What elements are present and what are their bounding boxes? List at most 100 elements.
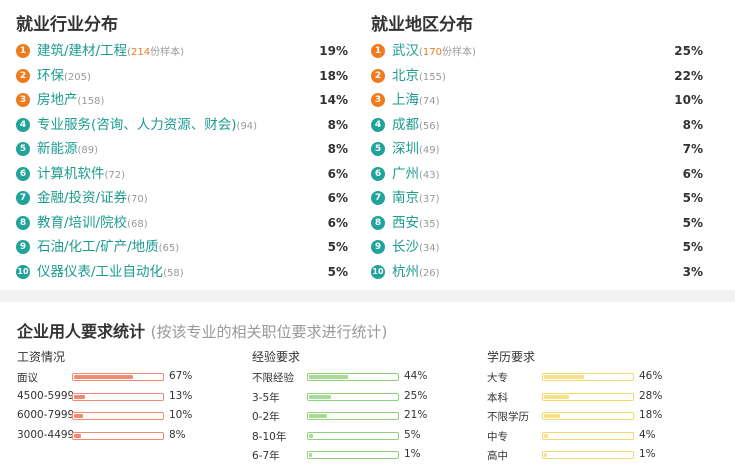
industry-link[interactable]: 建筑/建材/工程(214份样本) xyxy=(37,41,184,63)
industry-name[interactable]: 仪器仪表/工业自动化 xyxy=(37,263,164,280)
stat-label: 3000-4499 xyxy=(17,428,75,441)
region-name[interactable]: 杭州 xyxy=(392,263,419,280)
rank-badge-icon: 5 xyxy=(16,142,30,156)
region-link[interactable]: 上海(74) xyxy=(392,90,440,112)
region-link[interactable]: 深圳(49) xyxy=(392,139,440,161)
industry-link[interactable]: 环保(205) xyxy=(37,66,91,88)
progress-bar xyxy=(307,431,399,440)
region-link[interactable]: 南京(37) xyxy=(392,188,440,210)
sample-count: (37) xyxy=(419,194,440,205)
region-name[interactable]: 南京 xyxy=(392,190,419,206)
progress-fill xyxy=(309,375,348,379)
progress-fill xyxy=(309,394,331,399)
region-link[interactable]: 北京(155) xyxy=(392,66,446,88)
rank-badge-icon: 8 xyxy=(371,215,385,230)
list-item: 6 广州(43) 6% xyxy=(371,163,703,188)
stat-percent: 18% xyxy=(639,409,663,421)
progress-bar xyxy=(542,431,634,440)
industry-link[interactable]: 计算机软件(72) xyxy=(37,164,125,186)
industry-name[interactable]: 教育/培训/院校 xyxy=(37,214,128,231)
stat-row: 不限经验 44% xyxy=(252,368,462,388)
progress-bar xyxy=(307,412,399,420)
requirements-subtitle: (按该专业的相关职位要求进行统计) xyxy=(150,323,388,341)
industry-link[interactable]: 房地产(158) xyxy=(37,90,104,112)
stat-label: 0-2年 xyxy=(252,411,280,423)
stat-label: 不限学历 xyxy=(487,411,529,423)
region-link[interactable]: 杭州(26) xyxy=(392,262,440,284)
region-name[interactable]: 西安 xyxy=(392,214,419,231)
rank-badge-icon: 5 xyxy=(371,142,385,156)
sample-count: (89) xyxy=(77,145,99,156)
stat-row: 6000-7999 10% xyxy=(17,407,227,427)
rank-badge-icon: 2 xyxy=(371,68,385,83)
progress-bar xyxy=(307,373,399,381)
list-item: 1 建筑/建材/工程(214份样本) 19% xyxy=(16,40,348,65)
sample-count: (43) xyxy=(419,169,440,181)
stat-row: 高中 1% xyxy=(487,446,697,466)
industry-link[interactable]: 金融/投资/证券(70) xyxy=(37,188,148,210)
rank-badge-icon: 3 xyxy=(371,93,385,107)
region-percent: 6% xyxy=(682,166,703,181)
industry-name[interactable]: 房地产 xyxy=(37,92,78,108)
sample-count-number: 214 xyxy=(131,47,151,58)
stat-label: 大专 xyxy=(487,372,508,384)
progress-bar xyxy=(542,373,634,381)
region-link[interactable]: 武汉(170份样本) xyxy=(392,41,476,63)
progress-fill xyxy=(309,453,312,457)
region-percent: 10% xyxy=(674,93,703,107)
region-link[interactable]: 长沙(34) xyxy=(392,237,440,259)
industry-name[interactable]: 建筑/建材/工程 xyxy=(37,43,128,59)
rank-badge-icon: 2 xyxy=(16,68,30,83)
industry-link[interactable]: 石油/化工/矿产/地质(65) xyxy=(37,237,179,259)
sample-count: (35) xyxy=(419,218,440,230)
sample-count: (155) xyxy=(419,71,446,83)
region-link[interactable]: 西安(35) xyxy=(392,213,440,235)
sample-count: (65) xyxy=(158,243,180,254)
region-link[interactable]: 广州(43) xyxy=(392,164,440,186)
progress-bar xyxy=(542,412,634,420)
region-name[interactable]: 深圳 xyxy=(392,141,419,157)
industry-name[interactable]: 石油/化工/矿产/地质 xyxy=(37,239,159,255)
region-name[interactable]: 武汉 xyxy=(392,43,419,59)
stat-percent: 4% xyxy=(639,428,656,441)
industry-name[interactable]: 环保 xyxy=(37,67,64,84)
sample-count-number: 170 xyxy=(422,47,442,58)
stat-row: 3000-4499 8% xyxy=(17,427,227,447)
industry-name[interactable]: 专业服务(咨询、人力资源、财会) xyxy=(37,116,237,133)
industry-name[interactable]: 计算机软件 xyxy=(37,165,105,182)
experience-stats: 经验要求 不限经验 44% 3-5年 25% 0-2年 21% 8-10年 5%… xyxy=(252,348,462,466)
progress-bar xyxy=(542,392,634,401)
rank-badge-icon: 9 xyxy=(16,240,30,254)
list-item: 10 仪器仪表/工业自动化(58) 5% xyxy=(16,261,348,286)
region-name[interactable]: 上海 xyxy=(392,92,419,108)
industry-name[interactable]: 新能源 xyxy=(37,141,78,157)
industry-name[interactable]: 金融/投资/证券 xyxy=(37,190,128,206)
sample-count: (26) xyxy=(419,267,440,279)
progress-fill xyxy=(544,414,560,418)
progress-fill xyxy=(74,375,133,379)
region-name[interactable]: 北京 xyxy=(392,67,419,84)
experience-heading: 经验要求 xyxy=(252,350,301,364)
list-item: 7 南京(37) 5% xyxy=(371,187,703,212)
region-name[interactable]: 广州 xyxy=(392,165,419,182)
region-name[interactable]: 成都 xyxy=(392,116,419,133)
rank-badge-icon: 7 xyxy=(16,191,30,205)
region-name[interactable]: 长沙 xyxy=(392,239,419,255)
industry-link[interactable]: 教育/培训/院校(68) xyxy=(37,213,148,235)
list-item: 8 西安(35) 5% xyxy=(371,212,703,237)
region-percent: 8% xyxy=(682,117,703,132)
rank-badge-icon: 3 xyxy=(16,93,30,107)
list-item: 2 北京(155) 22% xyxy=(371,65,703,90)
stat-percent: 10% xyxy=(169,409,193,421)
sample-count: (68) xyxy=(127,218,148,230)
stat-percent: 21% xyxy=(404,409,428,421)
region-percent: 3% xyxy=(682,264,703,279)
industry-percent: 5% xyxy=(327,264,348,279)
industry-link[interactable]: 专业服务(咨询、人力资源、财会)(94) xyxy=(37,115,257,137)
industry-link[interactable]: 仪器仪表/工业自动化(58) xyxy=(37,262,184,284)
industry-link[interactable]: 新能源(89) xyxy=(37,139,98,161)
stat-label: 面议 xyxy=(17,372,38,384)
region-link[interactable]: 成都(56) xyxy=(392,115,440,137)
progress-fill xyxy=(544,394,569,399)
industry-percent: 19% xyxy=(319,44,348,58)
